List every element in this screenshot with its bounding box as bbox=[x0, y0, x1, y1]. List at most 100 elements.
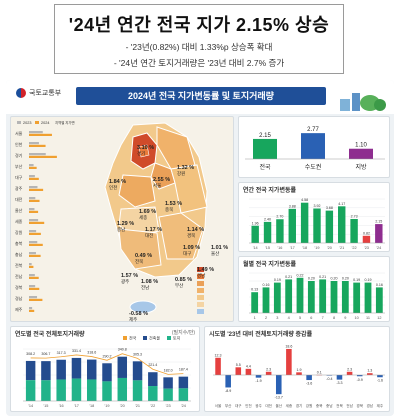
region-label: 경남 bbox=[15, 295, 23, 301]
value-label: 0.1 bbox=[317, 370, 322, 374]
value-label: 317.3 bbox=[57, 351, 66, 355]
value-label: 0.20 bbox=[308, 277, 315, 281]
bar-total-'16 bbox=[56, 359, 66, 380]
bar-2024-광주 bbox=[29, 188, 44, 191]
value-label: -0.9 bbox=[357, 378, 363, 382]
annual-rate-chart: 1.96 '14 2.40 '15 2.70 '16 3.88 '17 4.58 '18 3.92 '… bbox=[249, 198, 385, 250]
bar-total-'23 bbox=[163, 377, 173, 389]
bar-2024-세종 bbox=[29, 221, 45, 224]
value-label: 0.20 bbox=[342, 277, 349, 281]
map-label-대구: 1.09 % 대구 bbox=[183, 245, 200, 257]
region-label: 대구 bbox=[15, 174, 23, 180]
bar-land-'21 bbox=[132, 380, 143, 401]
value-label: 331.4 bbox=[72, 349, 81, 353]
bar-total-'19 bbox=[102, 363, 112, 382]
value-label: 0.13 bbox=[251, 288, 258, 292]
value-label: 308.2 bbox=[26, 352, 35, 356]
category-label: '15 bbox=[265, 246, 270, 250]
regional-change-title: 시도별 '23년 대비 전체토지거래량 증감률 bbox=[209, 332, 313, 338]
bar-8 bbox=[330, 281, 338, 313]
bar-land-'23 bbox=[163, 388, 173, 401]
value-label: 18.6 bbox=[285, 344, 292, 348]
value-label: 3.68 bbox=[326, 206, 333, 210]
value-label: 182.0 bbox=[164, 368, 173, 372]
bar-2024-울산 bbox=[29, 210, 39, 213]
bar-'16 bbox=[276, 219, 284, 243]
ministry-name: 국토교통부 bbox=[29, 90, 62, 97]
value-label: 187.4 bbox=[179, 368, 188, 372]
map-value: 1.01 % bbox=[211, 245, 229, 251]
map-region-name: 인천 bbox=[109, 185, 118, 190]
category-label: 강원 bbox=[306, 403, 313, 408]
category-label: '23 bbox=[364, 246, 369, 250]
bar-2023-경기 bbox=[29, 153, 46, 156]
bar-경기 bbox=[296, 372, 302, 375]
value-label: 0.22 bbox=[297, 273, 304, 277]
value-label: -3.3 bbox=[336, 381, 342, 385]
legend-label: 건축물 bbox=[149, 335, 160, 341]
annual-rate-card: 연간 전국 지가변동률 1.96 '14 2.40 '15 2.70 '16 3.88 '17… bbox=[238, 182, 390, 252]
bar-total-'22 bbox=[148, 372, 158, 387]
value-label: 1.9 bbox=[297, 368, 302, 372]
map-region-name: 광주 bbox=[121, 279, 130, 284]
annual-transactions-chart: 308.2 '14 306.7 '15 317.3 '16 331.4 '17 318.6 '18… bbox=[23, 335, 191, 408]
value-label: 0.16 bbox=[376, 283, 383, 287]
bar-'22 bbox=[350, 218, 358, 243]
value-label: -8.9 bbox=[225, 389, 231, 393]
bar-전북 bbox=[336, 375, 343, 380]
region-label: 충남 bbox=[15, 251, 23, 257]
map-value: 3.10 % bbox=[137, 145, 155, 151]
category-label: 4 bbox=[288, 316, 290, 320]
region-label: 서울 bbox=[15, 130, 23, 136]
bar-land-'17 bbox=[71, 378, 82, 401]
value-label: 3.92 bbox=[314, 204, 321, 208]
bar-'17 bbox=[288, 208, 296, 243]
monthly-rate-chart: 0.13 1 0.16 2 0.19 3 0.21 4 0.22 5 0.20 6 0.21 7 0.20 8… bbox=[249, 272, 385, 320]
legend-2023: 2023 bbox=[23, 121, 31, 125]
category-label: '24 bbox=[181, 404, 186, 408]
value-label: 5.5 bbox=[236, 363, 241, 367]
category-label: 8 bbox=[333, 316, 335, 320]
bar-세종 bbox=[286, 348, 292, 375]
value-label: 4.17 bbox=[338, 202, 345, 206]
legend-swatch-2024 bbox=[35, 121, 39, 124]
legend-swatch bbox=[123, 336, 127, 340]
map-value: 0.49 % bbox=[135, 253, 153, 259]
bar-대구 bbox=[235, 367, 242, 375]
value-label: 318.6 bbox=[87, 351, 96, 355]
map-region-name: 대전 bbox=[145, 233, 154, 238]
bar-전남 bbox=[346, 371, 353, 375]
bar-land-'20 bbox=[117, 377, 128, 401]
bar-2024-서울 bbox=[29, 133, 52, 136]
bar-2024-경남 bbox=[29, 298, 43, 301]
map-region-name: 경북 bbox=[187, 233, 196, 238]
bar-7 bbox=[319, 279, 327, 313]
category-label: '16 bbox=[277, 246, 282, 250]
map-region-name: 경남 bbox=[197, 273, 206, 278]
bar-2024-제주 bbox=[29, 309, 35, 312]
bar-3 bbox=[273, 282, 281, 313]
value-label: 0.19 bbox=[353, 278, 360, 282]
bar-'15 bbox=[263, 221, 272, 243]
region-label: 부산 bbox=[15, 163, 23, 169]
category-label: 경남 bbox=[367, 403, 374, 408]
category-label: '19 bbox=[105, 404, 110, 408]
jeju-island bbox=[129, 300, 157, 314]
value-label: 4.4 bbox=[246, 364, 251, 368]
value-label: 0.20 bbox=[331, 277, 338, 281]
value-label: 2.70 bbox=[276, 215, 283, 219]
region-label: 충북 bbox=[15, 240, 23, 246]
bar-지방 bbox=[349, 148, 373, 159]
bar-'20 bbox=[325, 210, 334, 243]
value-label: 2.3 bbox=[266, 367, 271, 371]
value-label: 0.19 bbox=[274, 278, 281, 282]
region-label: 경북 bbox=[15, 284, 23, 290]
value-label: 2.15 bbox=[375, 220, 382, 224]
value-label: 305.3 bbox=[133, 352, 142, 356]
bar-2023-충북 bbox=[29, 241, 38, 244]
map-value: 1.57 % bbox=[121, 273, 139, 279]
map-value: 1.32 % bbox=[177, 165, 195, 171]
category-label: '20 bbox=[120, 404, 125, 408]
bar-1 bbox=[251, 292, 259, 313]
bar-전국 bbox=[253, 138, 277, 159]
